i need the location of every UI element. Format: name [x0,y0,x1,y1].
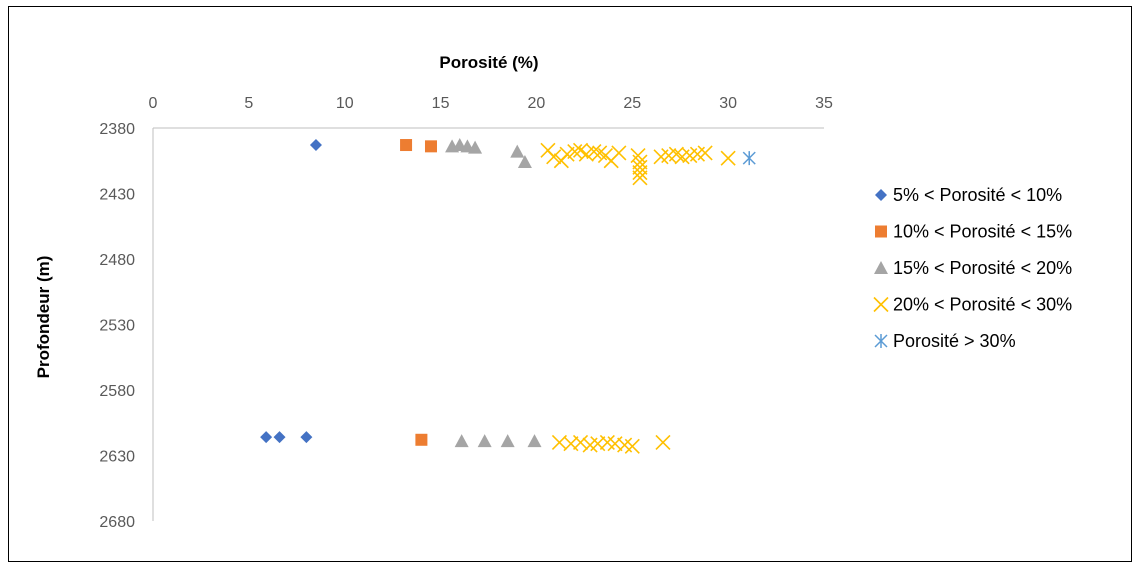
data-point [424,140,437,153]
legend-marker [874,261,888,274]
data-point [527,434,542,448]
x-tick-label: 25 [623,95,641,112]
legend-label: Porosité > 30% [893,331,1016,351]
data-point [668,146,684,162]
data-point [517,155,532,169]
x-tick-label: 5 [244,95,253,112]
x-tick-label: 0 [149,95,158,112]
data-point [720,150,736,166]
data-point [415,433,428,446]
data-point [586,144,602,160]
legend-marker [873,296,889,313]
y-tick-label: 2430 [99,187,135,204]
series-group [540,142,736,454]
y-tick-label: 2380 [99,121,135,138]
data-point [300,431,313,444]
data-point [572,434,589,450]
data-point [468,140,483,154]
x-tick-label: 10 [336,95,354,112]
data-point [260,431,273,444]
data-point [400,139,413,152]
legend-label: 20% < Porosité < 30% [893,295,1072,315]
data-point [632,170,648,186]
x-tick-label: 35 [815,95,833,112]
data-point [477,434,492,448]
data-point [500,434,515,448]
legend-label: 5% < Porosité < 10% [893,185,1062,205]
y-tick-label: 2630 [99,449,135,466]
data-point [546,149,562,165]
legend-marker [874,334,888,348]
data-point [655,434,671,450]
legend-marker [875,225,887,238]
data-point [632,154,648,170]
data-point [510,144,525,158]
data-point [632,159,648,175]
legend-label: 10% < Porosité < 15% [893,222,1072,242]
x-tick-label: 20 [528,95,546,112]
data-point [454,434,469,448]
data-point [742,151,756,166]
data-point [632,164,648,181]
series-group [260,139,322,444]
y-tick-label: 2580 [99,383,135,400]
data-point [697,145,713,161]
series-group [400,139,437,446]
data-point [273,431,286,444]
chart-frame: 0 5 10 15 20 25 30 35 2380 2430 2480 2530 2580 2630 26… [8,6,1132,562]
legend-marker [875,189,887,201]
data-point [309,139,322,152]
series-group [445,138,542,448]
data-point [611,145,627,161]
data-point [624,438,640,454]
data-point [567,144,583,160]
series-group [742,151,756,166]
x-tick-label: 15 [432,95,450,112]
legend-label: 15% < Porosité < 20% [893,258,1072,278]
y-tick-label: 2680 [99,514,135,531]
scatter-chart: 0 5 10 15 20 25 30 3523802430248025302580263026… [34,53,1072,531]
x-tick-label: 30 [719,95,737,112]
y-tick-label: 2480 [99,252,135,269]
x-axis-title: Porosité (%) [439,53,538,72]
y-axis-title: Profondeur (m) [34,256,53,379]
y-tick-label: 2530 [99,318,135,335]
